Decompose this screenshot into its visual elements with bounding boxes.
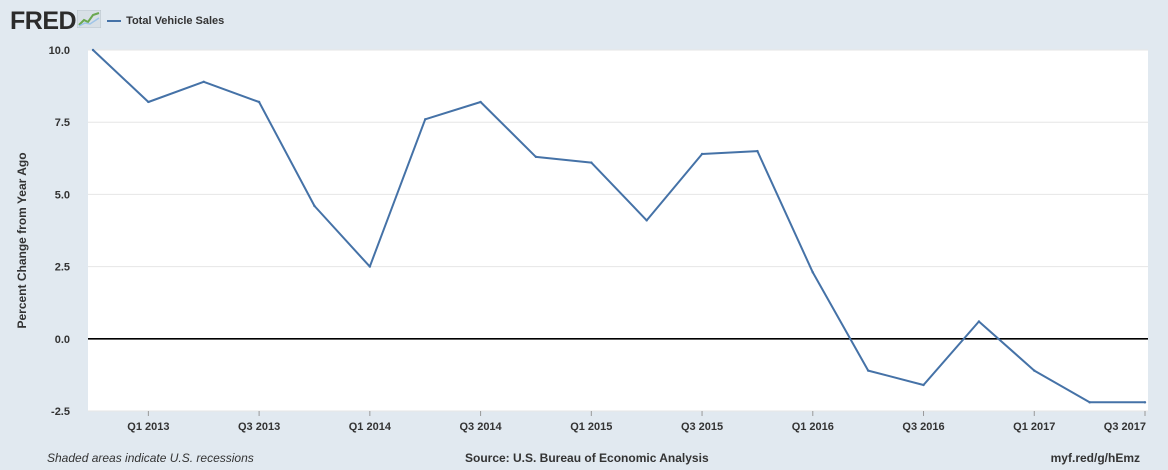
plot-area	[88, 50, 1148, 411]
x-tick-label: Q3 2014	[459, 421, 502, 433]
x-tick-label: Q3 2016	[902, 421, 944, 433]
x-tick-label: Q1 2015	[570, 421, 612, 433]
fred-logo: FRED	[10, 6, 77, 35]
x-axis-ticks: Q1 2013 Q3 2013 Q1 2014 Q3 2014 Q1 2015 Q3 20…	[127, 411, 1146, 433]
y-axis-ticks: 10.0 7.5 5.0 2.5 0.0 -2.5	[49, 45, 70, 418]
source-note: Source: U.S. Bureau of Economic Analysis	[465, 451, 709, 465]
data-point	[534, 155, 538, 159]
data-point	[1033, 369, 1036, 372]
y-tick-label: -2.5	[51, 406, 70, 418]
chart-header: FRED Total Vehicle Sales	[10, 6, 224, 36]
x-tick-label: Q1 2014	[349, 421, 392, 433]
data-point	[922, 383, 925, 387]
legend-label: Total Vehicle Sales	[126, 15, 225, 27]
data-point	[756, 149, 759, 153]
data-point	[313, 204, 316, 208]
data-point	[590, 161, 593, 164]
grid-lines	[88, 49, 1148, 412]
data-point	[1143, 401, 1147, 404]
y-tick-label: 5.0	[55, 189, 70, 201]
data-point	[424, 118, 427, 121]
series-line	[92, 49, 1145, 404]
data-point	[811, 271, 814, 274]
y-tick-label: 2.5	[55, 262, 70, 274]
data-point	[147, 100, 150, 104]
data-point	[91, 48, 95, 52]
legend-swatch	[107, 20, 122, 22]
x-tick-label: Q3 2015	[681, 421, 723, 433]
data-point	[645, 219, 648, 222]
data-point	[866, 369, 870, 372]
x-tick-label: Q3 2017	[1104, 421, 1146, 433]
data-point	[700, 152, 704, 156]
x-tick-label: Q1 2013	[127, 421, 169, 433]
y-axis-label: Percent Change from Year Ago	[15, 152, 29, 328]
x-tick-label: Q1 2016	[792, 421, 834, 433]
data-point	[977, 320, 981, 323]
data-point	[368, 265, 372, 268]
data-point	[257, 100, 261, 104]
y-tick-label: 0.0	[55, 334, 70, 346]
data-point	[479, 100, 482, 104]
short-link[interactable]: myf.red/g/hEmz	[1050, 451, 1140, 465]
recessions-note: Shaded areas indicate U.S. recessions	[47, 451, 254, 465]
y-tick-label: 10.0	[49, 45, 70, 57]
x-tick-label: Q1 2017	[1013, 421, 1055, 433]
x-tick-label: Q3 2013	[238, 421, 280, 433]
legend-item: Total Vehicle Sales	[107, 15, 224, 27]
data-point	[202, 80, 205, 83]
data-point	[1088, 401, 1091, 404]
series-group	[91, 48, 1147, 404]
y-tick-label: 7.5	[55, 117, 70, 129]
